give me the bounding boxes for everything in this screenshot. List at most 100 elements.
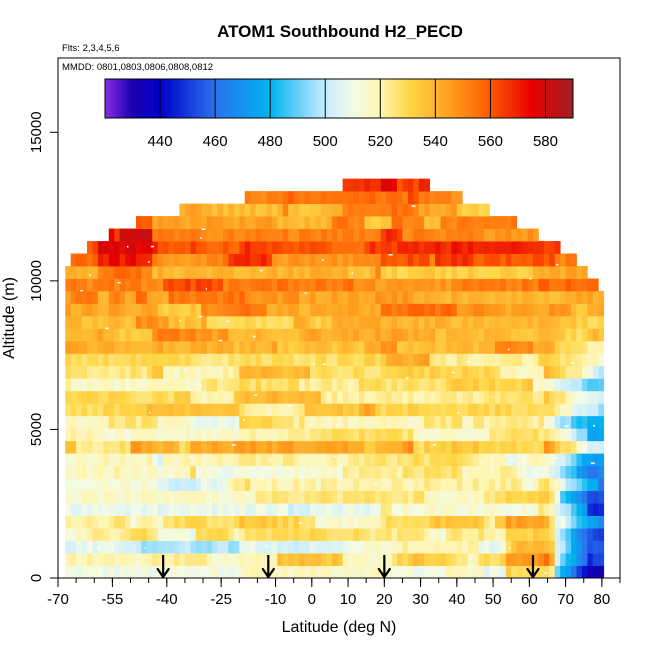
heatmap-cell (576, 340, 583, 354)
heatmap-cell (435, 290, 441, 304)
heatmap-cell (184, 540, 191, 554)
heatmap-cell (342, 440, 349, 454)
heatmap-cell (70, 515, 77, 529)
heatmap-cell (81, 428, 88, 442)
dates-note: MMDD: 0801,0803,0806,0808,0812 (62, 62, 213, 73)
data-gap (508, 547, 511, 549)
heatmap-cell (554, 253, 561, 267)
heatmap-cell (201, 353, 208, 367)
heatmap-cell (581, 553, 588, 566)
heatmap-cell (152, 440, 159, 454)
heatmap-cell (163, 303, 169, 317)
data-gap (322, 259, 324, 261)
heatmap-cell (386, 428, 392, 442)
heatmap-cell (135, 365, 142, 379)
colorbar-swatch (176, 79, 180, 118)
heatmap-cell (190, 453, 197, 467)
heatmap-cell (288, 315, 295, 329)
heatmap-cell (538, 340, 545, 354)
heatmap-cell (538, 440, 545, 454)
heatmap-cell (212, 228, 218, 242)
heatmap-cell (271, 278, 278, 292)
heatmap-cell (163, 390, 169, 404)
heatmap-cell (195, 503, 202, 516)
heatmap-cell (391, 328, 398, 342)
heatmap-cell (358, 453, 365, 467)
heatmap-cell (146, 253, 153, 267)
heatmap-cell (386, 353, 392, 367)
heatmap-cell (179, 340, 186, 354)
heatmap-cell (467, 253, 474, 267)
x-tick-label: 50 (485, 591, 502, 608)
heatmap-cell (282, 490, 289, 504)
heatmap-cell (277, 315, 284, 329)
heatmap-cell (222, 565, 229, 579)
heatmap-cell (353, 353, 360, 367)
heatmap-cell (353, 428, 360, 442)
heatmap-cell (418, 378, 425, 392)
heatmap-cell (440, 253, 447, 267)
heatmap-cell (250, 465, 257, 479)
data-gap (183, 369, 188, 371)
heatmap-cell (391, 178, 398, 192)
heatmap-cell (282, 378, 289, 392)
heatmap-cell (462, 503, 469, 516)
heatmap-cell (527, 478, 534, 492)
heatmap-cell (386, 390, 392, 404)
colorbar-swatch (135, 79, 139, 118)
heatmap-cell (163, 241, 169, 254)
heatmap-cell (581, 428, 588, 442)
colorbar-swatch (374, 79, 379, 118)
heatmap-cell (451, 503, 458, 516)
heatmap-cell (217, 228, 224, 242)
data-gap (507, 348, 510, 351)
data-gap (179, 319, 181, 322)
heatmap-cell (141, 228, 148, 242)
x-tick-label: 10 (340, 591, 357, 608)
heatmap-cell (309, 241, 316, 254)
heatmap-cell (386, 315, 392, 329)
heatmap-cell (375, 328, 382, 342)
heatmap-cell (358, 228, 365, 242)
heatmap-cell (587, 390, 594, 404)
heatmap-cell (130, 440, 137, 454)
heatmap-cell (348, 216, 354, 229)
data-gap (120, 530, 122, 532)
heatmap-cell (228, 378, 235, 392)
heatmap-cell (342, 216, 349, 229)
heatmap-cell (228, 415, 235, 429)
heatmap-cell (76, 528, 82, 541)
heatmap-cell (380, 440, 387, 454)
heatmap-cell (239, 403, 246, 417)
heatmap-cell (70, 540, 77, 554)
heatmap-cell (462, 315, 469, 329)
heatmap-cell (424, 403, 431, 417)
heatmap-cell (451, 453, 458, 467)
heatmap-cell (413, 290, 420, 304)
heatmap-cell (135, 290, 142, 304)
heatmap-cell (532, 278, 539, 292)
heatmap-cell (592, 453, 599, 467)
heatmap-cell (380, 503, 387, 516)
heatmap-cell (494, 553, 501, 566)
heatmap-cell (402, 478, 409, 492)
heatmap-cell (538, 353, 545, 367)
heatmap-cell (473, 415, 479, 429)
heatmap-cell (587, 503, 594, 516)
heatmap-cell (375, 266, 382, 279)
heatmap-cell (228, 428, 235, 442)
heatmap-cell (587, 428, 594, 442)
heatmap-cell (168, 478, 175, 492)
heatmap-cell (478, 290, 485, 304)
colorbar-swatch (217, 79, 222, 118)
heatmap-cell (130, 515, 137, 529)
heatmap-cell (70, 490, 77, 504)
heatmap-cell (239, 266, 246, 279)
heatmap-cell (130, 553, 137, 566)
heatmap-cell (407, 303, 414, 317)
heatmap-cell (135, 216, 142, 229)
heatmap-cell (293, 378, 300, 392)
heatmap-cell (478, 440, 485, 454)
heatmap-cell (418, 191, 425, 204)
heatmap-cell (125, 565, 131, 579)
